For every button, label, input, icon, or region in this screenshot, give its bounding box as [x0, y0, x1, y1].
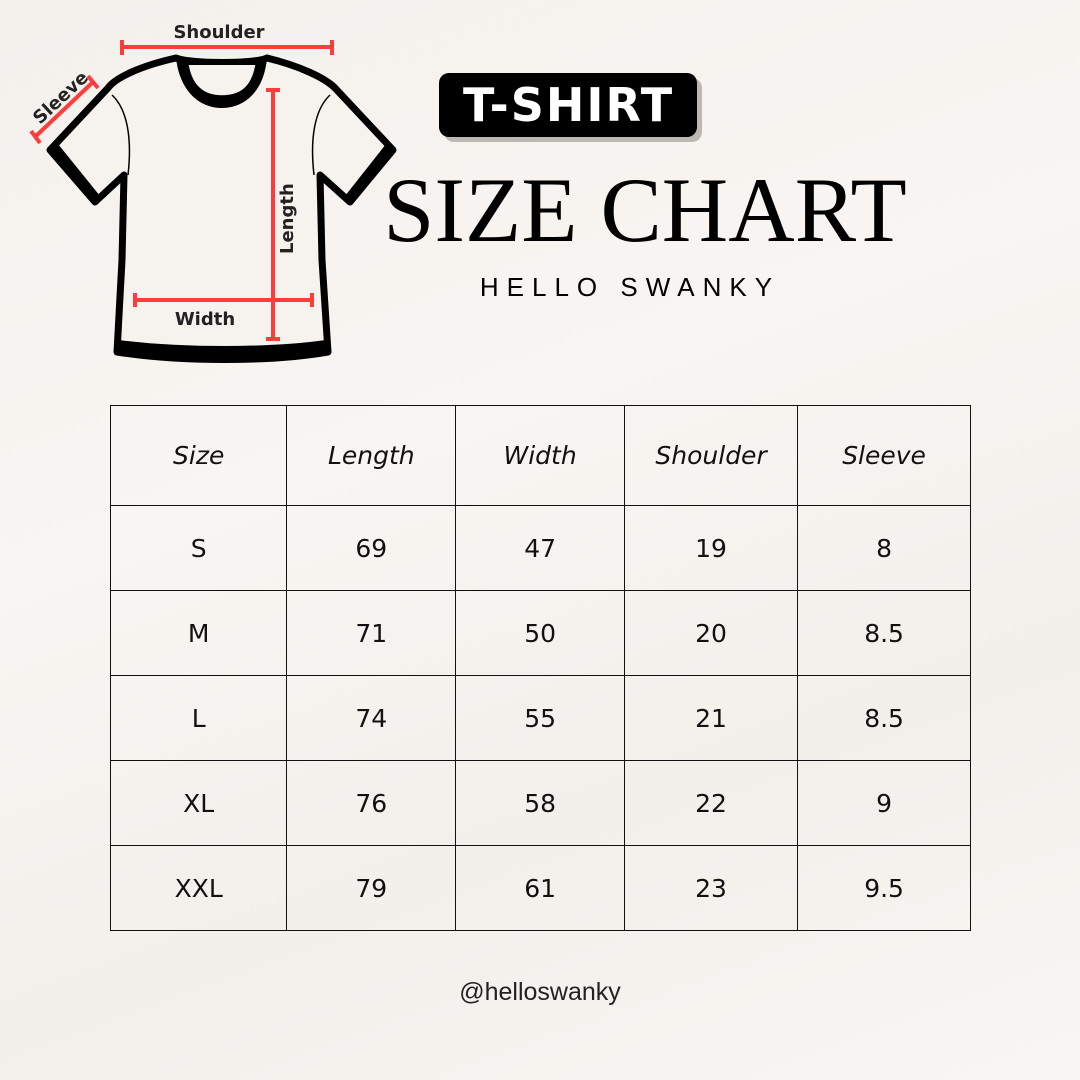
- column-header: Width: [455, 405, 625, 506]
- column-header: Length: [286, 405, 457, 506]
- table-cell: 79: [286, 845, 457, 931]
- table-cell: XL: [109, 760, 288, 846]
- table-cell: 76: [286, 760, 457, 846]
- tshirt-diagram: Shoulder Sleeve Length Width: [29, 22, 397, 363]
- label-width: Width: [175, 309, 235, 330]
- table-cell: 22: [623, 760, 799, 846]
- table-cell: 47: [455, 505, 625, 591]
- table-row: XXL 79 61 23 9.5: [109, 845, 971, 931]
- page-title: SIZE CHART: [383, 159, 907, 261]
- table-cell: 71: [286, 590, 457, 676]
- table-cell: S: [109, 505, 288, 591]
- table-cell: M: [109, 590, 288, 676]
- label-length: Length: [277, 183, 298, 254]
- measure-lines: [29, 40, 334, 341]
- column-header: Size: [109, 405, 288, 506]
- table-cell: 20: [623, 590, 799, 676]
- table-cell: 19: [623, 505, 799, 591]
- table-cell: 74: [286, 675, 457, 761]
- table-cell: XXL: [109, 845, 288, 931]
- table-cell: 23: [623, 845, 799, 931]
- column-header: Sleeve: [797, 405, 971, 506]
- label-shoulder: Shoulder: [173, 22, 264, 43]
- table-cell: L: [109, 675, 288, 761]
- size-table: Size Length Width Shoulder Sleeve S 69 47 19 8 M 7…: [109, 405, 971, 931]
- tshirt-badge: T-SHIRT: [439, 73, 697, 137]
- table-cell: 9.5: [797, 845, 971, 931]
- table-row: L 74 55 21 8.5: [109, 675, 971, 761]
- table-header-row: Size Length Width Shoulder Sleeve: [109, 405, 971, 506]
- table-cell: 9: [797, 760, 971, 846]
- social-handle: @helloswanky: [459, 978, 621, 1006]
- table-cell: 69: [286, 505, 457, 591]
- table-cell: 8.5: [797, 675, 971, 761]
- table-cell: 55: [455, 675, 625, 761]
- table-cell: 8: [797, 505, 971, 591]
- table-cell: 8.5: [797, 590, 971, 676]
- table-cell: 58: [455, 760, 625, 846]
- table-cell: 61: [455, 845, 625, 931]
- table-cell: 50: [455, 590, 625, 676]
- brand-subtitle: HELLO SWANKY: [479, 272, 781, 302]
- table-cell: 21: [623, 675, 799, 761]
- table-row: XL 76 58 22 9: [109, 760, 971, 846]
- table-row: S 69 47 19 8: [109, 505, 971, 591]
- table-row: M 71 50 20 8.5: [109, 590, 971, 676]
- column-header: Shoulder: [623, 405, 799, 506]
